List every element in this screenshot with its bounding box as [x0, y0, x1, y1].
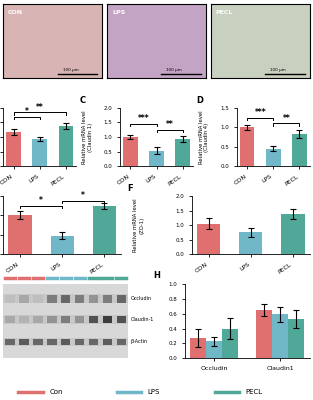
FancyBboxPatch shape: [47, 339, 57, 345]
FancyBboxPatch shape: [117, 339, 126, 345]
Text: 100 μm: 100 μm: [270, 68, 286, 72]
Bar: [33, 139, 47, 166]
FancyBboxPatch shape: [117, 316, 126, 323]
Text: Occludin: Occludin: [131, 296, 152, 302]
Text: LPS: LPS: [147, 389, 160, 395]
Bar: [292, 134, 306, 166]
FancyBboxPatch shape: [103, 295, 112, 303]
Bar: [281, 214, 305, 254]
Bar: [272, 314, 288, 358]
FancyBboxPatch shape: [47, 316, 57, 323]
FancyBboxPatch shape: [75, 339, 85, 345]
Text: PECL: PECL: [245, 389, 263, 395]
Bar: [206, 341, 222, 358]
FancyBboxPatch shape: [89, 295, 98, 303]
Text: β-Actin: β-Actin: [131, 339, 148, 344]
Bar: [59, 126, 73, 166]
FancyBboxPatch shape: [5, 295, 15, 303]
FancyBboxPatch shape: [75, 316, 85, 323]
Y-axis label: Relative mRNA level
(Claudin 1): Relative mRNA level (Claudin 1): [82, 110, 93, 164]
Text: C: C: [80, 96, 86, 105]
FancyBboxPatch shape: [89, 316, 98, 323]
Bar: [7, 132, 21, 166]
FancyBboxPatch shape: [3, 294, 128, 303]
FancyBboxPatch shape: [117, 295, 126, 303]
FancyBboxPatch shape: [3, 338, 128, 346]
Bar: [197, 224, 220, 254]
Text: CON: CON: [8, 10, 23, 15]
FancyBboxPatch shape: [61, 295, 70, 303]
FancyBboxPatch shape: [75, 295, 85, 303]
Bar: [266, 149, 280, 166]
Text: ***: ***: [254, 108, 266, 117]
Bar: [239, 232, 262, 254]
FancyBboxPatch shape: [33, 339, 43, 345]
FancyBboxPatch shape: [5, 339, 15, 345]
Bar: [51, 236, 74, 254]
FancyBboxPatch shape: [5, 316, 15, 323]
FancyBboxPatch shape: [33, 295, 43, 303]
Text: 100 μm: 100 μm: [63, 68, 78, 72]
FancyBboxPatch shape: [19, 316, 29, 323]
FancyBboxPatch shape: [47, 295, 57, 303]
Text: *: *: [25, 107, 28, 116]
FancyBboxPatch shape: [19, 295, 29, 303]
Text: PECL: PECL: [216, 10, 233, 15]
Text: 100 μm: 100 μm: [167, 68, 182, 72]
Bar: [190, 338, 206, 358]
FancyBboxPatch shape: [19, 339, 29, 345]
Text: Claudin-1: Claudin-1: [131, 317, 154, 322]
Text: F: F: [127, 184, 133, 193]
Text: D: D: [197, 96, 204, 105]
Y-axis label: Relative mRNA level
(Claudin 4): Relative mRNA level (Claudin 4): [198, 110, 209, 164]
Text: **: **: [283, 114, 290, 123]
Text: Con: Con: [49, 389, 63, 395]
Bar: [240, 127, 254, 166]
Bar: [256, 310, 272, 358]
FancyBboxPatch shape: [89, 339, 98, 345]
FancyBboxPatch shape: [33, 316, 43, 323]
Bar: [93, 206, 116, 254]
Text: *: *: [81, 191, 85, 200]
Text: **: **: [36, 103, 44, 112]
Bar: [8, 215, 32, 254]
Bar: [288, 319, 304, 358]
FancyBboxPatch shape: [103, 316, 112, 323]
FancyBboxPatch shape: [103, 339, 112, 345]
Bar: [123, 137, 138, 166]
FancyBboxPatch shape: [61, 316, 70, 323]
Text: LPS: LPS: [112, 10, 125, 15]
Text: ***: ***: [138, 114, 149, 123]
Y-axis label: Relative mRNA level
(ZO-1): Relative mRNA level (ZO-1): [133, 198, 144, 252]
Text: *: *: [39, 196, 43, 205]
Bar: [175, 139, 190, 166]
Text: **: **: [166, 120, 173, 129]
Text: H: H: [153, 271, 160, 280]
Bar: [149, 151, 164, 166]
FancyBboxPatch shape: [3, 315, 128, 324]
Bar: [222, 328, 238, 358]
FancyBboxPatch shape: [61, 339, 70, 345]
